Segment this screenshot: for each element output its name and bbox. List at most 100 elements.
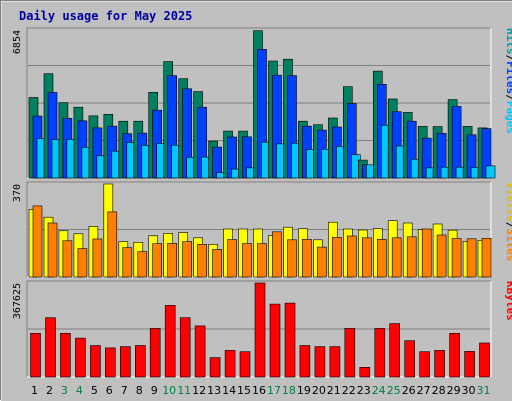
- x-tick-label-day-5: 5: [91, 384, 98, 397]
- bar-sites-day-27: [421, 228, 432, 278]
- bar-kbytes-day-11: [179, 317, 191, 378]
- bar-sites-day-22: [346, 235, 357, 278]
- bar-sites-day-21: [332, 237, 342, 278]
- bar-sites-day-14: [227, 239, 237, 278]
- panel-kbytes: 367625 KBytes: [12, 280, 512, 378]
- x-tick-label-day-27: 27: [417, 384, 431, 397]
- bar-sites-day-24: [376, 239, 387, 278]
- x-tick-label-day-23: 23: [357, 384, 371, 397]
- bar-pages-day-31: [485, 165, 496, 179]
- bar-sites-day-30: [466, 238, 477, 278]
- bar-kbytes-day-12: [194, 325, 206, 378]
- x-tick-label-day-1: 1: [31, 384, 38, 397]
- bar-sites-day-18: [287, 239, 297, 278]
- legend-hits: Hits/Files/Pages: [504, 28, 512, 134]
- x-tick-label-day-3: 3: [61, 384, 68, 397]
- bar-sites-day-13: [212, 249, 222, 278]
- bar-kbytes-day-19: [299, 345, 311, 378]
- bar-kbytes-day-20: [314, 346, 326, 378]
- legend-kbytes: KBytes: [504, 281, 512, 321]
- y-max-label-kbytes: 367625: [12, 283, 23, 319]
- legend-visits: Visits/Sites: [504, 182, 512, 262]
- bar-sites-day-9: [152, 243, 162, 278]
- bar-kbytes-day-24: [374, 328, 386, 378]
- chart-title: Daily usage for May 2025: [19, 9, 192, 23]
- bar-kbytes-day-15: [239, 351, 251, 378]
- x-tick-label-day-26: 26: [402, 384, 416, 397]
- bar-kbytes-day-21: [329, 346, 341, 378]
- bar-kbytes-day-7: [120, 346, 131, 378]
- x-tick-label-day-11: 11: [177, 384, 191, 397]
- bar-sites-day-5: [92, 238, 103, 278]
- bar-kbytes-day-17: [269, 303, 281, 378]
- y-max-label-hits: 6854: [12, 30, 23, 54]
- x-tick-label-day-25: 25: [387, 384, 401, 397]
- legend-item: /: [504, 55, 512, 62]
- bar-sites-day-16: [257, 243, 267, 278]
- x-tick-label-day-31: 31: [477, 384, 491, 397]
- bar-sites-day-23: [361, 237, 372, 278]
- bar-sites-day-31: [481, 238, 492, 278]
- bar-sites-day-1: [32, 205, 43, 278]
- x-axis-tick-labels: 1 2 3 4 5 6 7 8 9 10 11 12 13 14 15 16 17 18 19 20 21 22 23 24 2…: [31, 384, 491, 397]
- x-tick-label-day-4: 4: [76, 384, 83, 397]
- bar-kbytes-day-16: [254, 282, 266, 378]
- chart-panels: 6854Hits/Files/Pages370Visits/Sites36762…: [12, 27, 512, 378]
- legend-item: Files: [504, 61, 512, 94]
- x-tick-label-day-15: 15: [237, 384, 251, 397]
- bar-kbytes-day-31: [479, 342, 490, 378]
- bar-sites-day-8: [137, 251, 148, 278]
- legend-item: KBytes: [504, 281, 512, 321]
- bar-kbytes-day-29: [449, 332, 460, 378]
- bar-sites-day-15: [242, 243, 252, 278]
- x-tick-label-day-7: 7: [121, 384, 128, 397]
- x-tick-label-day-2: 2: [46, 384, 53, 397]
- legend-item: Pages: [504, 101, 512, 134]
- x-tick-label-day-9: 9: [151, 384, 158, 397]
- bar-kbytes-day-22: [344, 328, 356, 378]
- legend-item: Hits: [504, 28, 512, 55]
- bar-kbytes-day-30: [464, 351, 475, 378]
- x-tick-label-day-12: 12: [192, 384, 206, 397]
- x-tick-label-day-19: 19: [297, 384, 311, 397]
- bar-kbytes-day-8: [135, 345, 146, 378]
- bar-kbytes-day-2: [45, 317, 56, 378]
- bar-sites-day-12: [197, 244, 207, 278]
- bar-kbytes-day-23: [359, 366, 371, 378]
- bar-kbytes-day-14: [224, 350, 236, 378]
- x-tick-label-day-20: 20: [312, 384, 326, 397]
- bar-kbytes-day-25: [389, 323, 401, 378]
- bar-sites-day-3: [62, 240, 73, 278]
- bar-kbytes-day-4: [75, 337, 86, 378]
- bar-sites-day-10: [167, 243, 177, 278]
- x-tick-label-day-6: 6: [106, 384, 113, 397]
- x-tick-label-day-16: 16: [252, 384, 266, 397]
- bar-sites-day-25: [391, 237, 402, 278]
- bar-sites-day-28: [436, 234, 447, 278]
- panel-visits: 370 Visits/Sites: [12, 181, 512, 278]
- x-tick-label-day-18: 18: [282, 384, 296, 397]
- bar-kbytes-day-27: [419, 351, 431, 378]
- bar-sites-day-4: [77, 248, 88, 278]
- bar-kbytes-day-13: [209, 357, 221, 378]
- x-tick-label-day-14: 14: [222, 384, 236, 397]
- x-tick-label-day-28: 28: [432, 384, 446, 397]
- bar-kbytes-day-1: [30, 332, 41, 378]
- x-tick-label-day-21: 21: [327, 384, 341, 397]
- legend-item: Sites: [504, 228, 512, 261]
- legend-item: Visits: [504, 182, 512, 222]
- bar-kbytes-day-5: [90, 345, 101, 378]
- legend-item: /: [504, 222, 512, 229]
- bar-kbytes-day-6: [105, 347, 116, 378]
- x-tick-label-day-29: 29: [447, 384, 461, 397]
- bar-sites-day-26: [406, 236, 417, 278]
- x-tick-label-day-22: 22: [342, 384, 356, 397]
- bar-sites-day-29: [451, 238, 462, 278]
- x-tick-label-day-24: 24: [372, 384, 386, 397]
- x-tick-label-day-30: 30: [462, 384, 476, 397]
- y-max-label-visits: 370: [12, 184, 23, 202]
- x-tick-label-day-17: 17: [267, 384, 281, 397]
- bar-kbytes-day-28: [434, 350, 445, 378]
